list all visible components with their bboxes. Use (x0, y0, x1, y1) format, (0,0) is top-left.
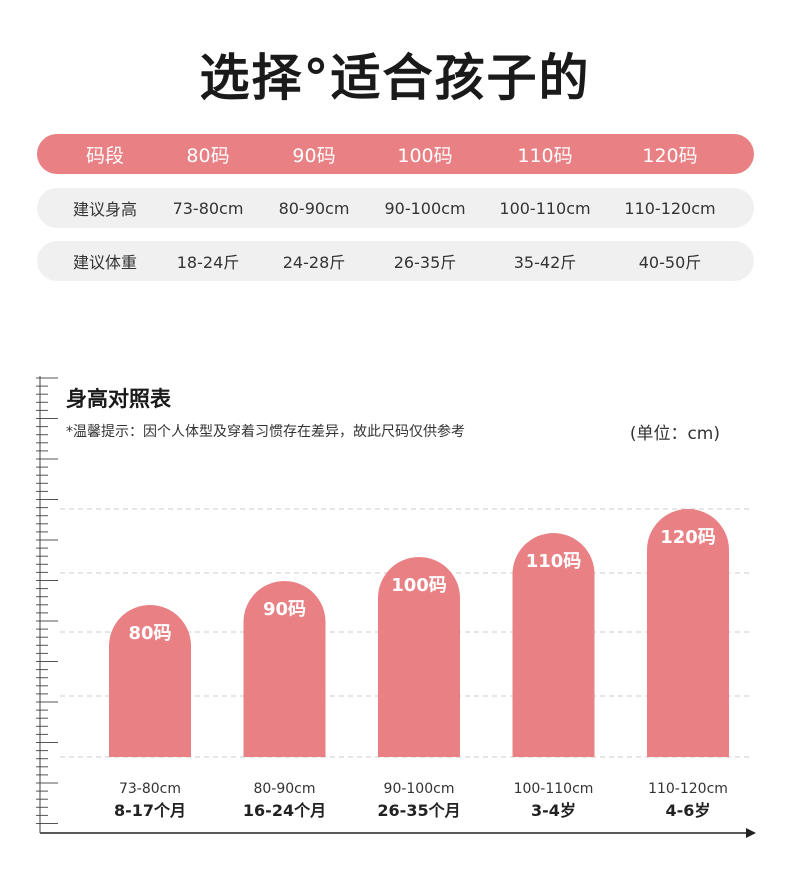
x-labels: 73-80cm 8-17个月 80-90cm 16-24个月 90-100cm 26-35… (114, 781, 728, 820)
bar-label: 90码 (263, 599, 306, 620)
height-row-label: 建议身高 (72, 200, 138, 219)
bars: 80码 90码 100码 110码 120码 (109, 509, 729, 757)
bar-110码 (512, 533, 595, 757)
bar-label: 110码 (526, 551, 582, 572)
x-label-age: 8-17个月 (114, 801, 186, 820)
bar-120码 (647, 509, 729, 757)
size-header-120: 120码 (642, 144, 698, 167)
weight-row-label: 建议体重 (72, 253, 138, 272)
weight-cell-100: 26-35斤 (393, 253, 457, 272)
size-header-100: 100码 (397, 144, 453, 167)
height-row: 建议身高 73-80cm 80-90cm 90-100cm 100-110cm … (37, 188, 754, 228)
height-cell-100: 90-100cm (384, 198, 466, 218)
weight-cell-110: 35-42斤 (513, 253, 577, 272)
x-label-age: 4-6岁 (666, 801, 711, 820)
x-label-age: 3-4岁 (531, 801, 576, 820)
bar-label: 80码 (128, 623, 171, 644)
bar-80码 (109, 605, 191, 757)
bar-90码 (243, 581, 326, 757)
x-label-height: 73-80cm (119, 781, 181, 797)
unit-label: (单位：cm) (629, 424, 720, 444)
weight-cell-120: 40-50斤 (638, 253, 702, 272)
x-label-height: 90-100cm (384, 781, 455, 797)
height-cell-80: 73-80cm (172, 198, 244, 218)
size-header-80: 80码 (186, 144, 230, 167)
size-header-110: 110码 (517, 144, 573, 167)
x-label-age: 16-24个月 (243, 801, 326, 820)
ruler-ticks (36, 377, 58, 824)
weight-cell-80: 18-24斤 (176, 253, 240, 272)
bar-label: 120码 (660, 527, 716, 548)
x-axis-arrow-icon (746, 828, 756, 838)
bar-label: 100码 (391, 575, 447, 596)
fit-note: *温馨提示：因个人体型及穿着习惯存在差异，故此尺码仅供参考 (66, 424, 465, 440)
chart-title: 身高对照表 (66, 387, 171, 411)
x-label-age: 26-35个月 (377, 801, 460, 820)
x-label-height: 100-110cm (514, 781, 594, 797)
bar-100码 (378, 557, 460, 757)
weight-cell-90: 24-28斤 (282, 253, 346, 272)
height-cell-90: 80-90cm (278, 198, 350, 218)
height-cell-110: 100-110cm (499, 198, 591, 218)
size-header-label: 码段 (85, 144, 125, 167)
x-label-height: 110-120cm (648, 781, 728, 797)
weight-row: 建议体重 18-24斤 24-28斤 26-35斤 35-42斤 40-50斤 (37, 241, 754, 281)
size-table-header-row: 码段 80码 90码 100码 110码 120码 (37, 134, 754, 174)
size-header-90: 90码 (292, 144, 336, 167)
height-cell-120: 110-120cm (624, 198, 716, 218)
x-label-height: 80-90cm (253, 781, 315, 797)
page-title: 选择°适合孩子的 (199, 49, 591, 107)
